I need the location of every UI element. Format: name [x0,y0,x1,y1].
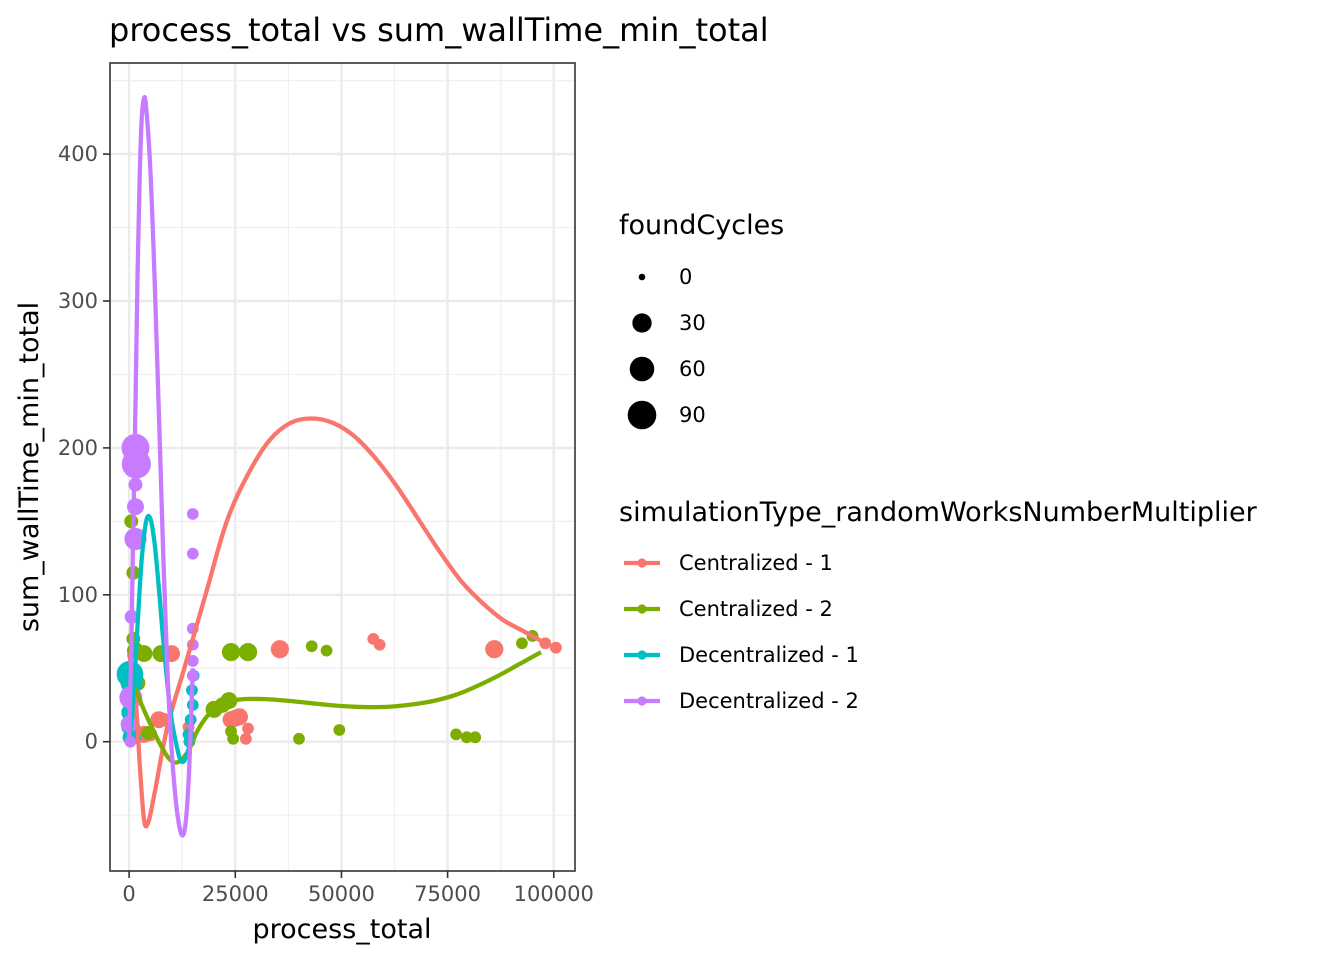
legend-label-centralized-2: Centralized - 2 [679,597,833,621]
size-legend-label: 0 [679,265,692,289]
point-centralized-2 [135,645,153,663]
size-legend-label: 90 [679,403,706,427]
point-centralized-2 [450,728,462,741]
size-legend-title: foundCycles [619,210,784,241]
point-centralized-1 [485,640,504,659]
y-axis: 0 100 200 300 400 [58,142,110,754]
point-centralized-2 [333,724,346,736]
x-tick-label: 100000 [514,882,594,906]
color-legend-items: Centralized - 1 Centralized - 2 Decentrali… [624,551,859,713]
point-centralized-2 [305,640,318,653]
color-legend-title: simulationType_randomWorksNumberMultipli… [619,497,1258,528]
point-decentralized-2 [186,655,199,667]
size-legend-items: 0 30 60 90 [627,265,706,430]
smooth-line-decentralized-1 [126,513,195,765]
point-centralized-2 [469,731,482,744]
legend-point-decentralized-1 [637,650,647,660]
point-centralized-1 [242,722,254,735]
y-tick-label: 400 [58,142,98,166]
chart-title: process_total vs sum_wallTime_min_total [109,11,769,49]
size-legend: foundCycles 0 30 60 90 [619,210,784,430]
point-centralized-1 [270,640,289,659]
y-tick-label: 100 [58,583,98,607]
point-centralized-2 [516,637,528,650]
point-centralized-2 [238,643,258,662]
legend-point-centralized-1 [637,558,647,568]
x-tick-label: 0 [122,882,135,906]
legend-label-centralized-1: Centralized - 1 [679,551,833,575]
point-decentralized-2 [186,508,199,520]
smooth-line-centralized-2 [131,650,543,765]
point-centralized-1 [373,638,386,651]
legend-point-decentralized-2 [637,696,647,706]
point-centralized-1 [239,732,252,745]
x-tick-label: 25000 [202,882,269,906]
x-axis-title: process_total [253,914,432,945]
size-legend-key [629,356,655,382]
point-centralized-2 [221,643,241,662]
x-tick-label: 75000 [414,882,481,906]
y-tick-label: 0 [85,730,98,754]
y-axis-title: sum_wallTime_min_total [14,302,45,632]
x-axis: 0 25000 50000 75000 100000 [122,871,594,906]
smooth-lines-layer [126,95,547,838]
legend-label-decentralized-1: Decentralized - 1 [679,643,859,667]
smooth-line-decentralized-2 [126,95,195,838]
size-legend-label: 30 [679,311,706,335]
plot-border [109,62,576,872]
color-legend: simulationType_randomWorksNumberMultipli… [619,497,1258,713]
size-legend-key [638,273,646,281]
size-legend-key [627,400,657,430]
point-centralized-1 [231,708,249,726]
x-tick-label: 50000 [308,882,375,906]
point-centralized-2 [460,731,473,744]
size-legend-key [632,313,652,333]
y-tick-label: 300 [58,289,98,313]
point-centralized-2 [293,732,305,745]
point-centralized-2 [227,732,240,745]
legend-point-centralized-2 [637,604,647,614]
point-centralized-2 [320,644,333,657]
point-centralized-1 [549,641,562,654]
smooth-line-centralized-1 [126,416,547,829]
y-tick-label: 200 [58,436,98,460]
point-decentralized-2 [186,547,199,560]
legend-label-decentralized-2: Decentralized - 2 [679,689,859,713]
size-legend-label: 60 [679,357,706,381]
